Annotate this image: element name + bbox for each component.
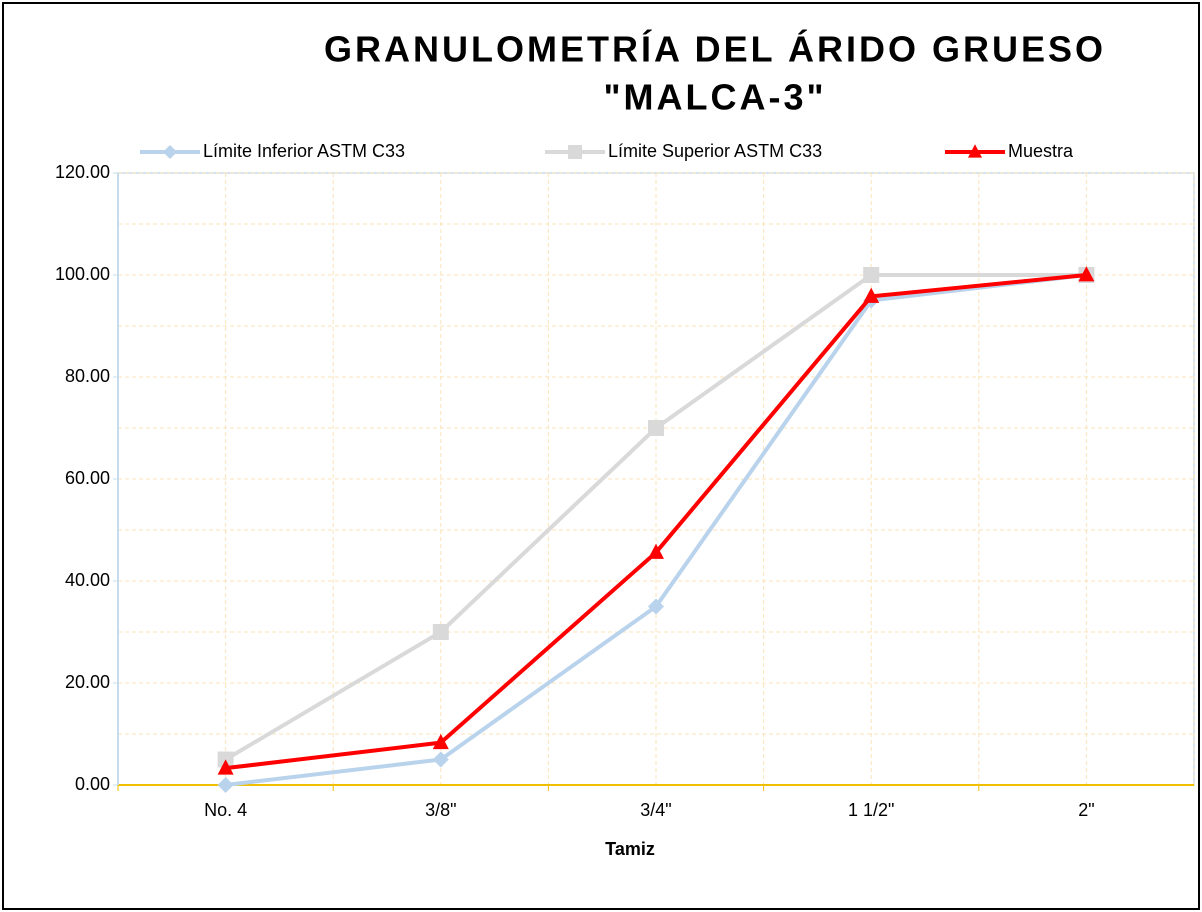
marker: [217, 777, 234, 793]
x-tick-label: 3/4": [640, 800, 671, 820]
marker: [648, 420, 664, 436]
y-tick-label: 60.00: [65, 468, 110, 488]
legend-label: Muestra: [1008, 141, 1074, 161]
marker: [863, 287, 880, 303]
marker: [163, 145, 177, 159]
marker: [1078, 266, 1095, 282]
marker: [432, 624, 449, 640]
marker: [863, 267, 880, 283]
y-tick-label: 20.00: [65, 672, 110, 692]
y-tick-label: 100.00: [55, 264, 110, 284]
marker: [648, 598, 664, 615]
chart-title: GRANULOMETRÍA DEL ÁRIDO GRUESO: [324, 29, 1106, 70]
y-tick-label: 40.00: [65, 570, 110, 590]
legend-label: Límite Superior ASTM C33: [608, 141, 822, 161]
y-tick-label: 120.00: [55, 162, 110, 182]
legend-label: Límite Inferior ASTM C33: [203, 141, 405, 161]
marker: [217, 759, 234, 775]
x-tick-label: 3/8": [425, 800, 456, 820]
x-axis-title: Tamiz: [605, 839, 655, 859]
marker: [968, 144, 982, 158]
marker: [432, 751, 449, 768]
y-tick-label: 0.00: [75, 774, 110, 794]
x-tick-label: 1 1/2": [848, 800, 894, 820]
marker: [648, 543, 664, 559]
x-tick-label: 2": [1078, 800, 1094, 820]
marker: [432, 733, 449, 750]
x-tick-label: No. 4: [204, 800, 247, 820]
marker: [568, 145, 582, 159]
y-tick-label: 80.00: [65, 366, 110, 386]
chart-title: "MALCA-3": [603, 77, 826, 118]
